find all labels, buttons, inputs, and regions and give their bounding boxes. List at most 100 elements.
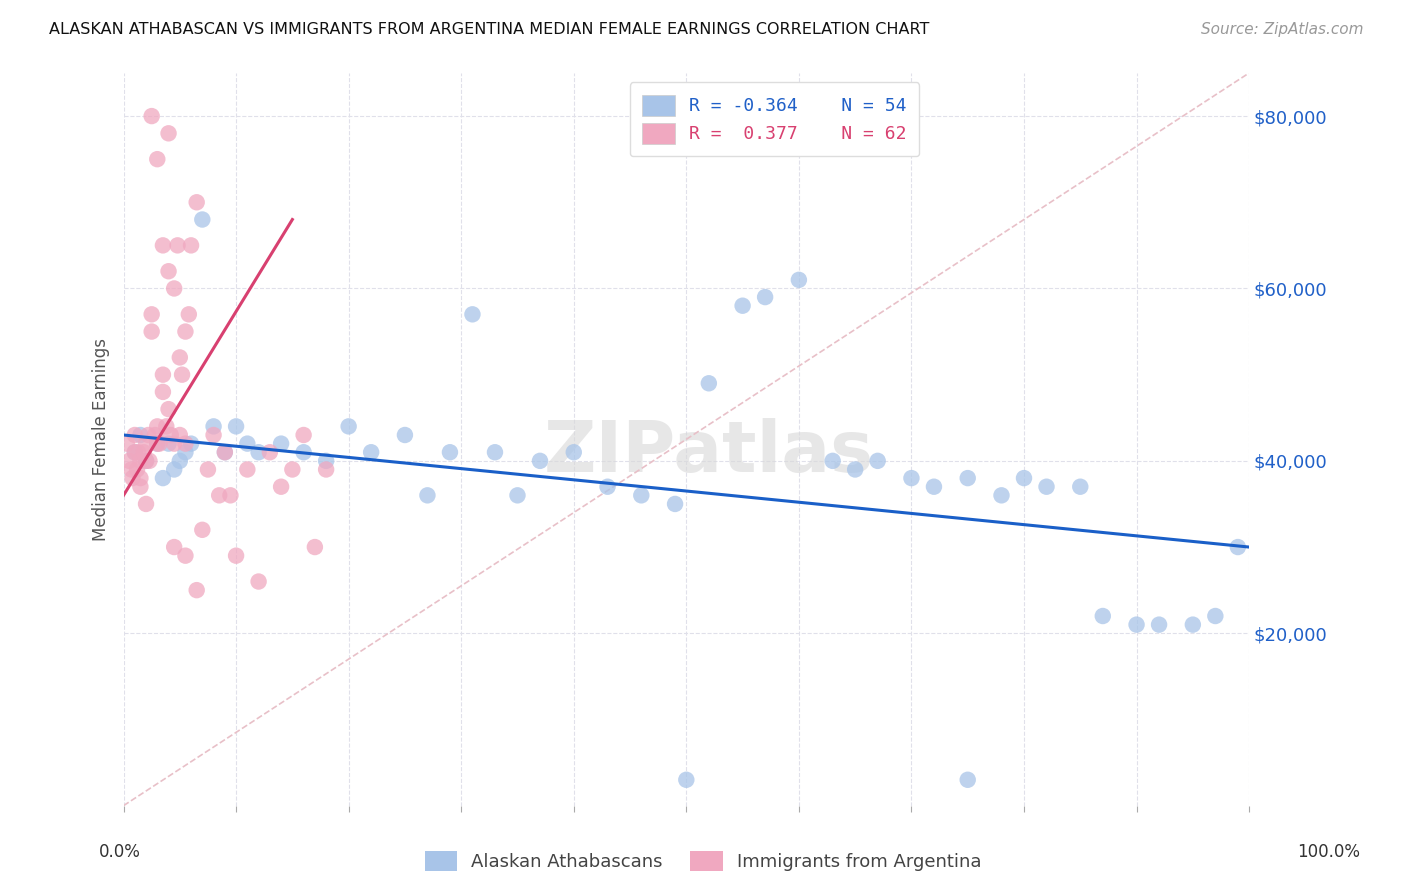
Point <box>1091 609 1114 624</box>
Point <box>146 436 169 450</box>
Point <box>208 488 231 502</box>
Point <box>292 445 315 459</box>
Point <box>866 454 889 468</box>
Point <box>1204 609 1226 624</box>
Point <box>675 772 697 787</box>
Point <box>562 445 585 459</box>
Point <box>157 126 180 140</box>
Point <box>214 445 236 459</box>
Point <box>191 523 214 537</box>
Point <box>337 419 360 434</box>
Point <box>360 445 382 459</box>
Point <box>157 402 180 417</box>
Point <box>129 454 152 468</box>
Point <box>281 462 304 476</box>
Point <box>292 428 315 442</box>
Point <box>118 454 141 468</box>
Point <box>506 488 529 502</box>
Point <box>170 368 193 382</box>
Point <box>270 480 292 494</box>
Point <box>141 325 163 339</box>
Point <box>304 540 326 554</box>
Point <box>214 445 236 459</box>
Point <box>529 454 551 468</box>
Text: 100.0%: 100.0% <box>1298 843 1360 861</box>
Point <box>166 238 188 252</box>
Point <box>169 351 191 365</box>
Point <box>315 454 337 468</box>
Point <box>146 419 169 434</box>
Point <box>163 281 186 295</box>
Point <box>124 428 146 442</box>
Point <box>169 454 191 468</box>
Point <box>152 471 174 485</box>
Point <box>461 307 484 321</box>
Legend: R = -0.364    N = 54, R =  0.377    N = 62: R = -0.364 N = 54, R = 0.377 N = 62 <box>630 82 920 156</box>
Point <box>136 428 159 442</box>
Point <box>630 488 652 502</box>
Point <box>202 428 225 442</box>
Point <box>157 264 180 278</box>
Point <box>1012 471 1035 485</box>
Point <box>152 368 174 382</box>
Point <box>1069 480 1091 494</box>
Point <box>174 325 197 339</box>
Point <box>197 462 219 476</box>
Point <box>900 471 922 485</box>
Point <box>129 428 152 442</box>
Point <box>1147 617 1170 632</box>
Point <box>148 436 170 450</box>
Point <box>186 583 208 598</box>
Legend: Alaskan Athabascans, Immigrants from Argentina: Alaskan Athabascans, Immigrants from Arg… <box>418 844 988 879</box>
Point <box>259 445 281 459</box>
Point <box>416 488 439 502</box>
Point <box>225 419 247 434</box>
Point <box>956 772 979 787</box>
Point <box>236 436 259 450</box>
Point <box>225 549 247 563</box>
Point <box>143 428 166 442</box>
Point <box>125 462 148 476</box>
Text: ZIPatlas: ZIPatlas <box>544 417 875 487</box>
Point <box>146 436 169 450</box>
Point <box>129 480 152 494</box>
Point <box>115 436 138 450</box>
Point <box>731 299 754 313</box>
Point <box>1125 617 1147 632</box>
Point <box>821 454 844 468</box>
Point <box>191 212 214 227</box>
Point <box>159 428 181 442</box>
Point <box>315 462 337 476</box>
Point <box>236 462 259 476</box>
Point <box>127 445 149 459</box>
Point <box>132 445 155 459</box>
Point <box>138 454 160 468</box>
Point <box>697 376 720 391</box>
Point <box>1181 617 1204 632</box>
Point <box>180 238 202 252</box>
Point <box>135 454 157 468</box>
Point <box>177 307 200 321</box>
Point <box>163 540 186 554</box>
Point <box>202 419 225 434</box>
Point <box>141 109 163 123</box>
Point <box>922 480 945 494</box>
Point <box>157 436 180 450</box>
Point <box>163 462 186 476</box>
Point <box>247 574 270 589</box>
Point <box>186 195 208 210</box>
Text: Source: ZipAtlas.com: Source: ZipAtlas.com <box>1201 22 1364 37</box>
Point <box>121 471 143 485</box>
Point <box>174 549 197 563</box>
Point <box>1035 480 1057 494</box>
Point <box>174 445 197 459</box>
Point <box>174 436 197 450</box>
Point <box>152 384 174 399</box>
Point <box>135 436 157 450</box>
Point <box>152 238 174 252</box>
Point <box>394 428 416 442</box>
Point <box>990 488 1012 502</box>
Point <box>956 471 979 485</box>
Point <box>1226 540 1249 554</box>
Point <box>163 436 186 450</box>
